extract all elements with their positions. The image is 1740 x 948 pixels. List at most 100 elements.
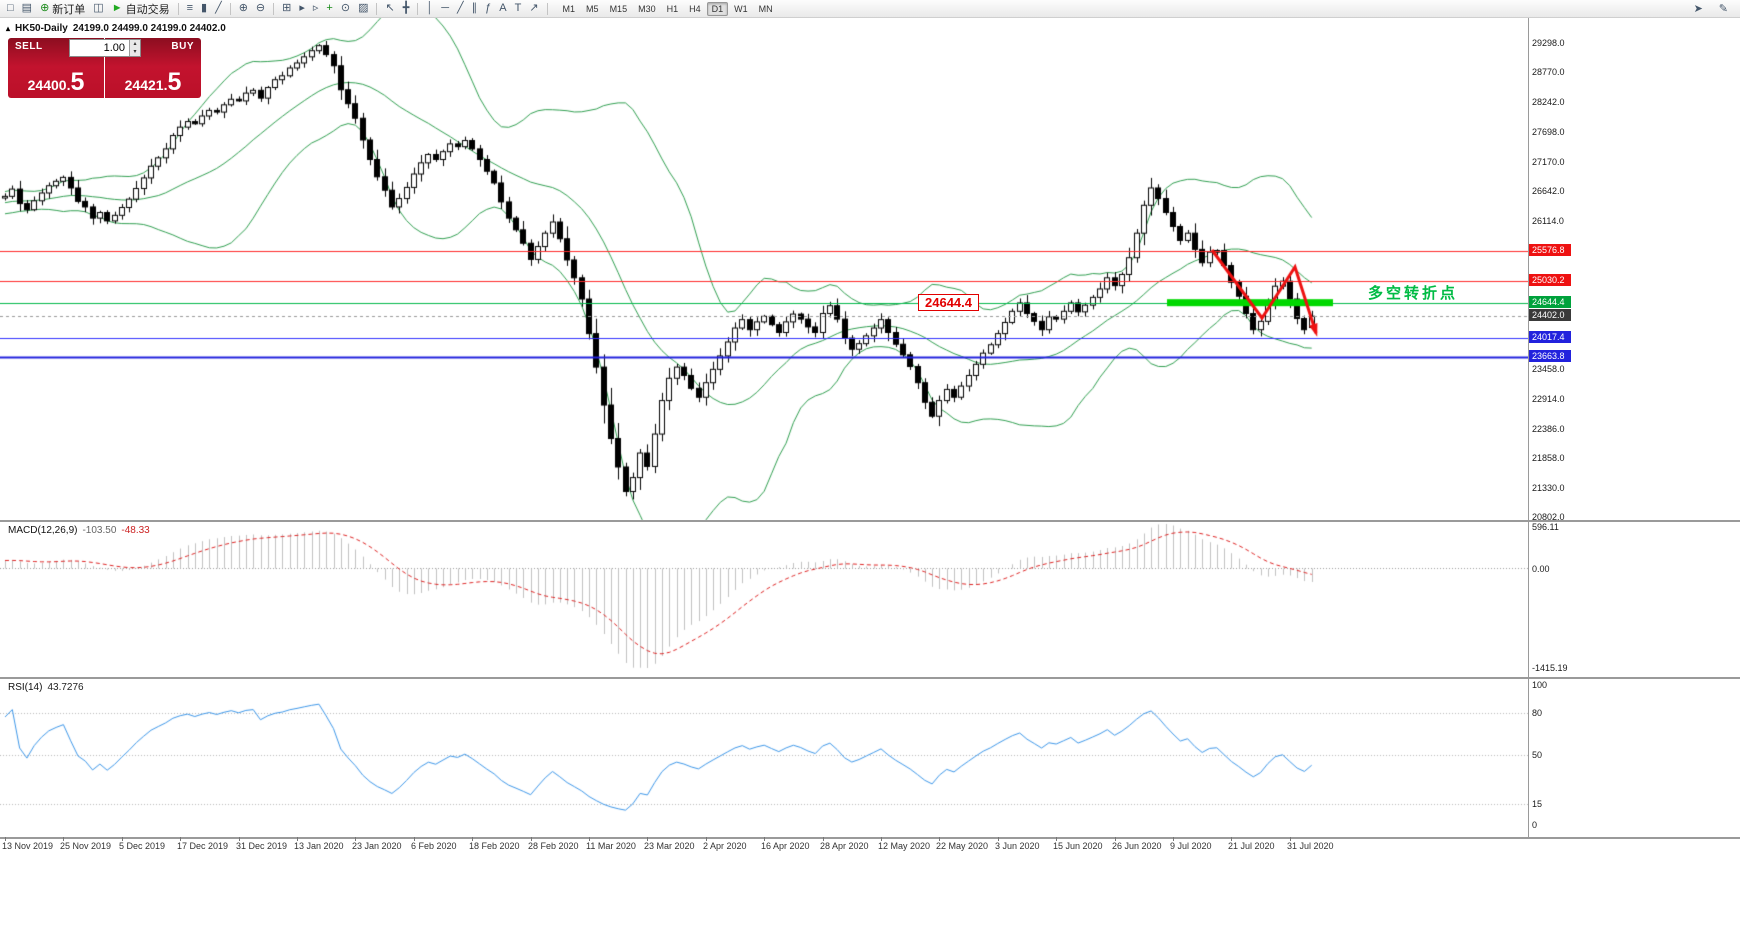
trendline-icon-icon: ╱ — [456, 2, 464, 14]
timeframe-m1[interactable]: M1 — [562, 3, 576, 14]
timeframe-h4[interactable]: H4 — [689, 3, 701, 14]
time-axis-label: 28 Feb 2020 — [528, 841, 579, 851]
trendline-icon[interactable]: ╱ — [453, 1, 468, 17]
price-axis-tick: 26114.0 — [1532, 215, 1564, 226]
candlestick-chart-icon[interactable]: ▮ — [197, 1, 211, 17]
crosshair-icon[interactable]: ╋ — [399, 1, 414, 17]
vertical-line-icon-icon: │ — [426, 2, 434, 14]
time-axis-label: 11 Mar 2020 — [586, 841, 636, 851]
ohlc-values: 24199.0 24499.0 24199.0 24402.0 — [72, 23, 226, 34]
time-axis-label: 17 Dec 2019 — [177, 841, 229, 851]
auto-scroll-icon[interactable]: ▸ — [295, 1, 309, 17]
macd-value: -103.50 — [82, 525, 117, 536]
timeframe-group: M1 M5 M15 M30 H1 H4 D1 W1 MN — [558, 1, 778, 16]
sell-price-dot: . — [66, 76, 71, 93]
expand-triangle-icon[interactable]: ▴ — [6, 24, 11, 33]
periods-icon[interactable]: ⊙ — [337, 1, 354, 17]
timeframe-m15[interactable]: M15 — [609, 3, 628, 14]
time-axis-label: 23 Mar 2020 — [644, 841, 695, 851]
tile-windows-icon-icon: ⊞ — [282, 2, 292, 14]
buy-button[interactable]: BUY 24421. 5 — [105, 38, 201, 98]
cursor-icon[interactable]: ↖ — [381, 1, 398, 17]
edit-icon: ✎ — [1718, 2, 1728, 15]
timeframe-m30[interactable]: M30 — [638, 3, 656, 14]
autotrading-button[interactable]: ► 自动交易 — [108, 1, 174, 17]
chart-window-icon[interactable]: ◫ — [89, 1, 107, 17]
time-axis-tick — [1290, 837, 1291, 841]
rsi-pane-splitter[interactable] — [0, 677, 1740, 679]
new-order-icon: ⊕ — [40, 2, 50, 14]
indicators-icon[interactable]: + — [322, 1, 336, 17]
toolbar-separator — [229, 2, 231, 15]
time-axis-label: 23 Jan 2020 — [352, 841, 402, 851]
channel-icon-icon: ∥ — [471, 2, 478, 14]
time-axis-label: 31 Jul 2020 — [1287, 841, 1334, 851]
edit-icon[interactable]: ✎ — [1715, 1, 1732, 17]
buy-price-pip: 5 — [167, 67, 182, 96]
spinner-up-icon[interactable]: ▴ — [130, 40, 140, 48]
volume-spinner: ▴ ▾ — [129, 40, 140, 56]
time-axis-label: 21 Jul 2020 — [1228, 841, 1275, 851]
price-axis-tick: 22914.0 — [1532, 394, 1565, 405]
timeframe-h1[interactable]: H1 — [666, 3, 679, 14]
new-order-button[interactable]: ⊕ 新订单 — [36, 1, 89, 17]
timeframe-d1[interactable]: D1 — [706, 1, 729, 16]
chart-shift-icon[interactable]: ▹ — [309, 1, 323, 17]
horizontal-line-icon[interactable]: ─ — [437, 1, 453, 17]
time-axis-tick — [122, 837, 123, 841]
price-axis-tick: 28770.0 — [1532, 67, 1565, 78]
timeframe-mn[interactable]: MN — [758, 3, 773, 14]
price-line-label: 23663.8 — [1529, 350, 1571, 363]
time-axis-label: 31 Dec 2019 — [236, 841, 288, 851]
templates-icon[interactable]: ▨ — [354, 1, 372, 17]
time-axis-tick — [5, 837, 6, 841]
time-axis-tick — [823, 837, 824, 841]
vertical-line-icon[interactable]: │ — [422, 1, 437, 17]
crosshair-icon-icon: ╋ — [402, 2, 410, 14]
price-axis-tick: 22386.0 — [1532, 423, 1565, 434]
label-tool-icon[interactable]: T — [511, 1, 526, 17]
profiles-icon[interactable]: ▤ — [18, 1, 36, 17]
zoom-out-icon[interactable]: ⊖ — [252, 1, 269, 17]
volume-value[interactable]: 1.00 — [103, 42, 125, 54]
tile-windows-icon[interactable]: ⊞ — [278, 1, 295, 17]
price-line-label: 25576.8 — [1529, 243, 1571, 256]
send-icon[interactable]: ➤ — [1690, 1, 1707, 17]
templates-icon-icon: ▨ — [358, 2, 369, 14]
timeframe-m5[interactable]: M5 — [586, 3, 599, 14]
rsi-value: 43.7276 — [47, 682, 84, 693]
price-axis-border — [1528, 18, 1529, 839]
buy-price-main: 24421 — [124, 76, 164, 93]
text-tool-icon[interactable]: A — [495, 1, 510, 17]
rsi-scale-label: 15 — [1532, 799, 1543, 809]
new-order-doc-icon-icon: □ — [7, 2, 14, 14]
price-callout-24644[interactable]: 24644.4 — [918, 293, 979, 311]
arrows-tool-icon-icon: ↗ — [529, 2, 539, 14]
time-axis-label: 28 Apr 2020 — [820, 841, 869, 851]
macd-pane-splitter[interactable] — [0, 520, 1740, 522]
time-axis-tick — [881, 837, 882, 841]
bar-chart-icon[interactable]: ≡ — [183, 1, 197, 17]
channel-icon[interactable]: ∥ — [468, 1, 482, 17]
price-chart-canvas[interactable] — [0, 18, 1528, 837]
price-line-label: 24402.0 — [1529, 309, 1571, 322]
price-axis-tick: 27698.0 — [1532, 127, 1565, 138]
chart-shift-icon-icon: ▹ — [312, 2, 319, 14]
new-order-doc-icon[interactable]: □ — [3, 1, 18, 17]
volume-input[interactable]: 1.00 ▴ ▾ — [69, 39, 141, 57]
label-tool-icon-icon: T — [514, 2, 522, 14]
one-click-trading-panel: SELL 24400. 5 BUY 24421. 5 1.00 ▴ ▾ — [8, 38, 202, 98]
turning-point-annotation[interactable]: 多空转折点 — [1368, 284, 1459, 302]
time-axis-label: 6 Feb 2020 — [411, 841, 457, 851]
arrows-tool-icon[interactable]: ↗ — [525, 1, 542, 17]
zoom-in-icon[interactable]: ⊕ — [235, 1, 252, 17]
macd-indicator-label: MACD(12,26,9) -103.50 -48.33 — [8, 525, 150, 536]
fibonacci-icon[interactable]: ƒ — [481, 1, 495, 17]
time-axis-tick — [297, 837, 298, 841]
line-chart-icon[interactable]: ╱ — [211, 1, 226, 17]
timeframe-w1[interactable]: W1 — [734, 3, 748, 14]
time-axis-tick — [998, 837, 999, 841]
spinner-down-icon[interactable]: ▾ — [130, 48, 140, 56]
symbol-title: HK50-Daily — [15, 23, 68, 34]
auto-scroll-icon-icon: ▸ — [299, 2, 305, 14]
